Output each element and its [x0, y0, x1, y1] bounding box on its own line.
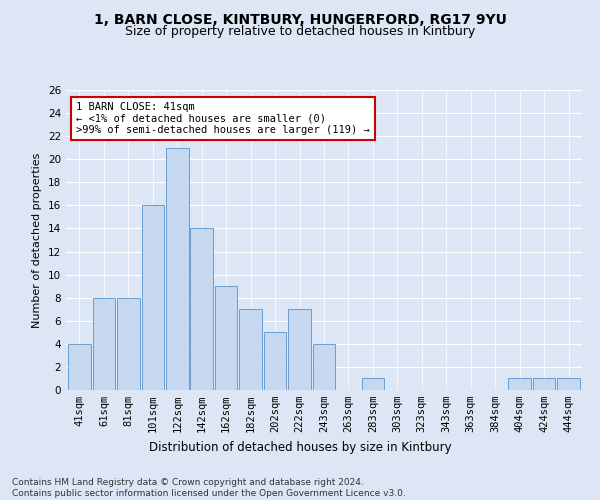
Text: 1 BARN CLOSE: 41sqm
← <1% of detached houses are smaller (0)
>99% of semi-detach: 1 BARN CLOSE: 41sqm ← <1% of detached ho… [76, 102, 370, 135]
Bar [508, 378, 531, 390]
Bar [215, 286, 238, 390]
Bar [264, 332, 286, 390]
Bar [313, 344, 335, 390]
Text: 1, BARN CLOSE, KINTBURY, HUNGERFORD, RG17 9YU: 1, BARN CLOSE, KINTBURY, HUNGERFORD, RG1… [94, 12, 506, 26]
Bar [288, 309, 311, 390]
Text: Size of property relative to detached houses in Kintbury: Size of property relative to detached ho… [125, 25, 475, 38]
Bar [533, 378, 556, 390]
Bar [142, 206, 164, 390]
Bar [92, 298, 115, 390]
Bar [362, 378, 384, 390]
Bar [117, 298, 140, 390]
Bar [190, 228, 213, 390]
Bar [239, 309, 262, 390]
Text: Contains HM Land Registry data © Crown copyright and database right 2024.
Contai: Contains HM Land Registry data © Crown c… [12, 478, 406, 498]
Bar [557, 378, 580, 390]
Y-axis label: Number of detached properties: Number of detached properties [32, 152, 43, 328]
Bar [166, 148, 188, 390]
Bar [68, 344, 91, 390]
Text: Distribution of detached houses by size in Kintbury: Distribution of detached houses by size … [149, 441, 451, 454]
